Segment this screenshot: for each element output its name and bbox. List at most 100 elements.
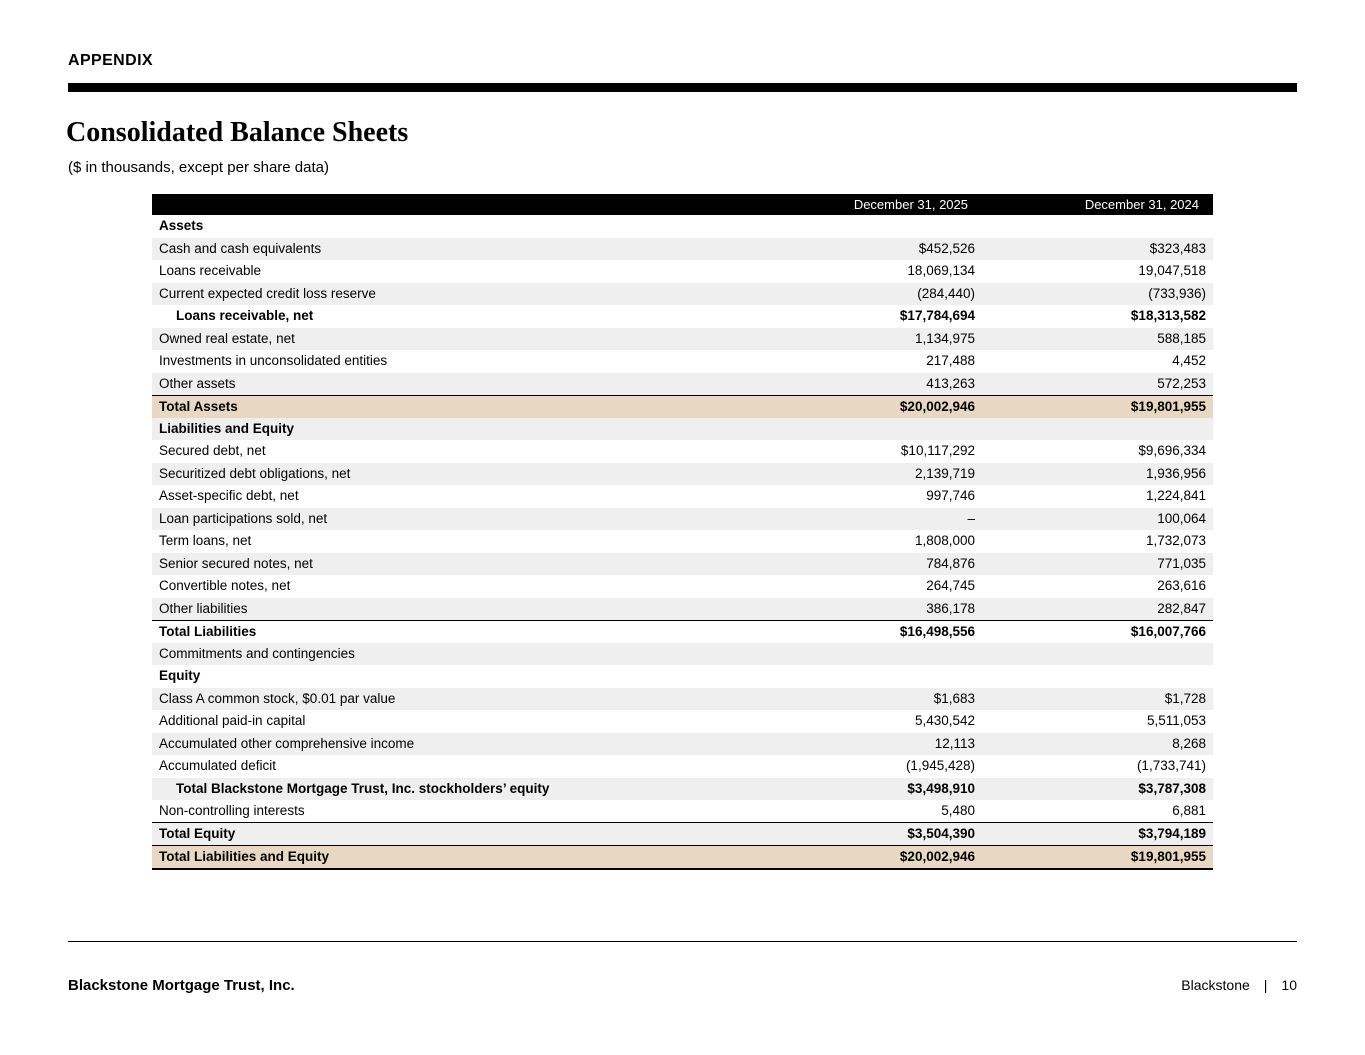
table-row: Secured debt, net $10,117,292 $9,696,334 bbox=[152, 440, 1213, 463]
row-value-2024 bbox=[982, 215, 1213, 238]
row-value-2024: 1,936,956 bbox=[1145, 465, 1206, 481]
row-label: Accumulated other comprehensive income bbox=[159, 735, 415, 751]
row-value-2024: $16,007,766 bbox=[982, 619, 1213, 643]
table-row: Equity bbox=[152, 665, 1213, 688]
row-label: Securitized debt obligations, net bbox=[159, 465, 351, 481]
row-value-2025: 5,430,542 bbox=[914, 713, 975, 729]
row-label: Non-controlling interests bbox=[159, 803, 305, 818]
footer-page-number: 10 bbox=[1281, 977, 1297, 993]
row-label: Additional paid-in capital bbox=[159, 713, 306, 729]
table-row: Additional paid-in capital 5,430,542 5,511… bbox=[152, 710, 1213, 733]
row-value-2025: 217,488 bbox=[926, 353, 975, 369]
row-label: Total Blackstone Mortgage Trust, Inc. st… bbox=[176, 780, 550, 796]
row-label: Accumulated deficit bbox=[159, 758, 277, 774]
table-row: Total Assets $20,002,946 $19,801,955 bbox=[152, 394, 1213, 418]
row-value-2025 bbox=[657, 215, 982, 238]
row-value-2024: 6,881 bbox=[1172, 803, 1206, 818]
row-value-2025: $17,784,694 bbox=[899, 308, 975, 324]
balance-sheet-body: Assets Cash and cash equivalents $452,526 $… bbox=[152, 215, 1213, 870]
row-value-2024: 588,185 bbox=[1157, 330, 1206, 346]
row-value-2024 bbox=[982, 643, 1213, 666]
table-row: Loans receivable, net $17,784,694 $18,313,… bbox=[152, 305, 1213, 328]
table-row: Total Liabilities and Equity $20,002,946 $… bbox=[152, 845, 1213, 870]
table-row: Loans receivable 18,069,134 19,047,518 bbox=[152, 260, 1213, 283]
row-value-2024: $323,483 bbox=[1149, 240, 1206, 256]
row-value-2024: $3,787,308 bbox=[1138, 780, 1206, 796]
row-label: Asset-specific debt, net bbox=[159, 488, 299, 504]
header-date-2024: December 31, 2024 bbox=[982, 194, 1213, 215]
footer-brand: Blackstone bbox=[1181, 977, 1250, 993]
row-value-2025 bbox=[657, 418, 982, 441]
row-label: Current expected credit loss reserve bbox=[159, 285, 376, 301]
row-value-2025: 413,263 bbox=[926, 375, 975, 391]
row-value-2024: 263,616 bbox=[1157, 578, 1206, 594]
row-value-2025: $10,117,292 bbox=[900, 443, 975, 459]
table-row: Senior secured notes, net 784,876 771,035 bbox=[152, 552, 1213, 575]
row-label: Investments in unconsolidated entities bbox=[159, 353, 388, 369]
row-value-2025: $1,683 bbox=[933, 690, 975, 706]
row-value-2024: 4,452 bbox=[1172, 353, 1206, 369]
row-value-2024: 5,511,053 bbox=[1146, 713, 1206, 729]
row-value-2024: $19,801,955 bbox=[982, 394, 1213, 418]
row-value-2024: (733,936) bbox=[1148, 285, 1206, 301]
row-value-2024: $9,696,334 bbox=[1138, 443, 1206, 459]
table-row: Current expected credit loss reserve (284… bbox=[152, 282, 1213, 305]
row-label: Commitments and contingencies bbox=[159, 645, 355, 661]
row-label: Other liabilities bbox=[159, 600, 248, 616]
row-value-2025: (1,945,428) bbox=[905, 758, 975, 774]
row-value-2025: (284,440) bbox=[917, 285, 975, 301]
row-value-2025: $3,504,390 bbox=[657, 822, 982, 846]
row-value-2025 bbox=[657, 643, 982, 666]
page-subtitle: ($ in thousands, except per share data) bbox=[68, 159, 329, 176]
table-row: Cash and cash equivalents $452,526 $323,48… bbox=[152, 237, 1213, 260]
table-header-row: December 31, 2025 December 31, 2024 bbox=[152, 194, 1213, 215]
table-row: Total Blackstone Mortgage Trust, Inc. st… bbox=[152, 777, 1213, 800]
table-row: Total Liabilities $16,498,556 $16,007,766 bbox=[152, 619, 1213, 643]
row-value-2024: $1,728 bbox=[1164, 690, 1206, 706]
table-row: Non-controlling interests 5,480 6,881 bbox=[152, 800, 1213, 823]
row-value-2024: $19,801,955 bbox=[982, 845, 1213, 870]
footer-company: Blackstone Mortgage Trust, Inc. bbox=[68, 977, 295, 994]
row-label: Class A common stock, $0.01 par value bbox=[159, 690, 396, 706]
row-label: Assets bbox=[159, 218, 204, 234]
row-value-2025: $3,498,910 bbox=[907, 780, 975, 796]
table-row: Convertible notes, net 264,745 263,616 bbox=[152, 575, 1213, 598]
row-label: Secured debt, net bbox=[159, 443, 266, 459]
appendix-label: APPENDIX bbox=[68, 52, 153, 69]
row-value-2024: $3,794,189 bbox=[982, 822, 1213, 846]
row-label: Total Equity bbox=[152, 822, 657, 846]
row-label: Equity bbox=[159, 668, 201, 684]
table-row: Term loans, net 1,808,000 1,732,073 bbox=[152, 530, 1213, 553]
row-value-2025: $20,002,946 bbox=[657, 394, 982, 418]
table-row: Commitments and contingencies bbox=[152, 642, 1213, 666]
header-empty-cell bbox=[152, 194, 657, 215]
row-label: Term loans, net bbox=[159, 533, 252, 549]
table-row: Assets bbox=[152, 215, 1213, 238]
row-value-2024 bbox=[982, 665, 1213, 688]
row-label: Total Assets bbox=[152, 394, 657, 418]
row-label: Loans receivable, net bbox=[176, 308, 314, 324]
row-label: Senior secured notes, net bbox=[159, 555, 313, 571]
row-value-2024: 19,047,518 bbox=[1138, 263, 1206, 279]
top-rule bbox=[68, 83, 1297, 92]
row-label: Other assets bbox=[159, 375, 236, 391]
table-row: Loan participations sold, net – 100,064 bbox=[152, 507, 1213, 530]
row-value-2025: 997,746 bbox=[926, 488, 975, 504]
row-label: Cash and cash equivalents bbox=[159, 240, 322, 256]
row-value-2024: (1,733,741) bbox=[1136, 758, 1206, 774]
table-row: Asset-specific debt, net 997,746 1,224,841 bbox=[152, 485, 1213, 508]
row-label: Loan participations sold, net bbox=[159, 510, 328, 526]
row-label: Convertible notes, net bbox=[159, 578, 291, 594]
row-value-2025: 1,808,000 bbox=[914, 533, 975, 549]
table-row: Class A common stock, $0.01 par value $1,… bbox=[152, 687, 1213, 710]
table-row: Accumulated other comprehensive income 12… bbox=[152, 732, 1213, 755]
header-date-2025: December 31, 2025 bbox=[657, 194, 982, 215]
footer-divider: | bbox=[1263, 977, 1268, 993]
row-value-2025: 2,139,719 bbox=[914, 465, 975, 481]
row-label: Total Liabilities bbox=[152, 619, 657, 643]
row-value-2024: $18,313,582 bbox=[1130, 308, 1206, 324]
balance-sheet-table: December 31, 2025 December 31, 2024 Asse… bbox=[152, 194, 1213, 870]
row-value-2024 bbox=[982, 418, 1213, 441]
page-title: Consolidated Balance Sheets bbox=[66, 117, 409, 148]
